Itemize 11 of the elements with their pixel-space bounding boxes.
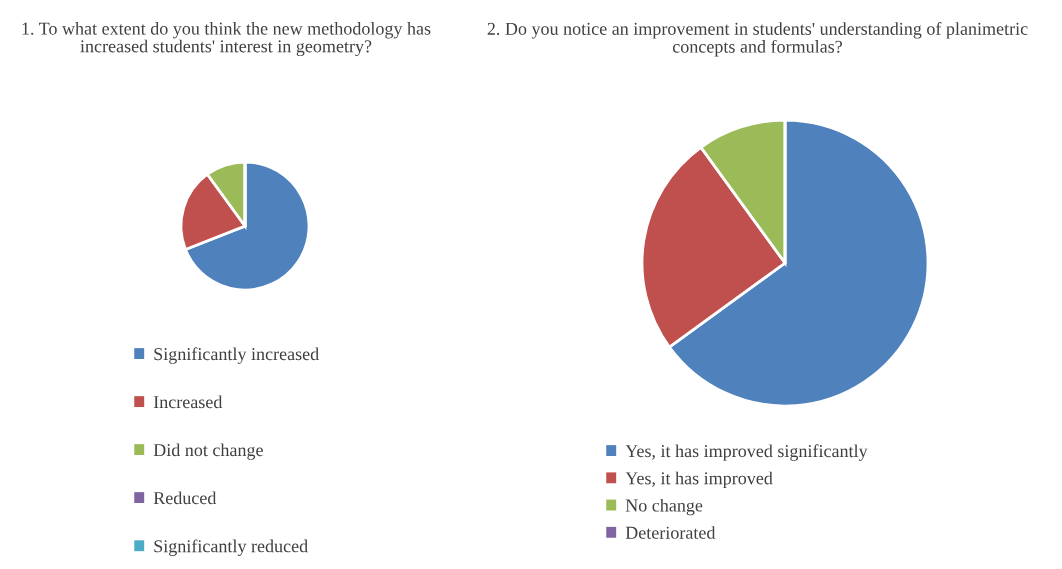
legend-label: Increased [153, 395, 223, 409]
legend-label: Deteriorated [625, 526, 716, 539]
chart-title: 1. To what extent do you think the new methodology has increased students' interest in geometry? [22, 22, 431, 57]
legend-label: Did not change [153, 443, 263, 460]
legend-label: Reduced [153, 491, 217, 505]
legend-label: No change [625, 498, 703, 516]
legend-label: Significantly increased [154, 347, 319, 364]
legend-label: Significantly reduced [154, 539, 308, 557]
legend-label: Yes, it has improved [625, 471, 773, 489]
chart-title: 2. Do you notice an improvement in students' understanding of planimetric concepts and formulas? [487, 22, 1028, 57]
legend-label: Yes, it has improved significantly [625, 444, 868, 461]
